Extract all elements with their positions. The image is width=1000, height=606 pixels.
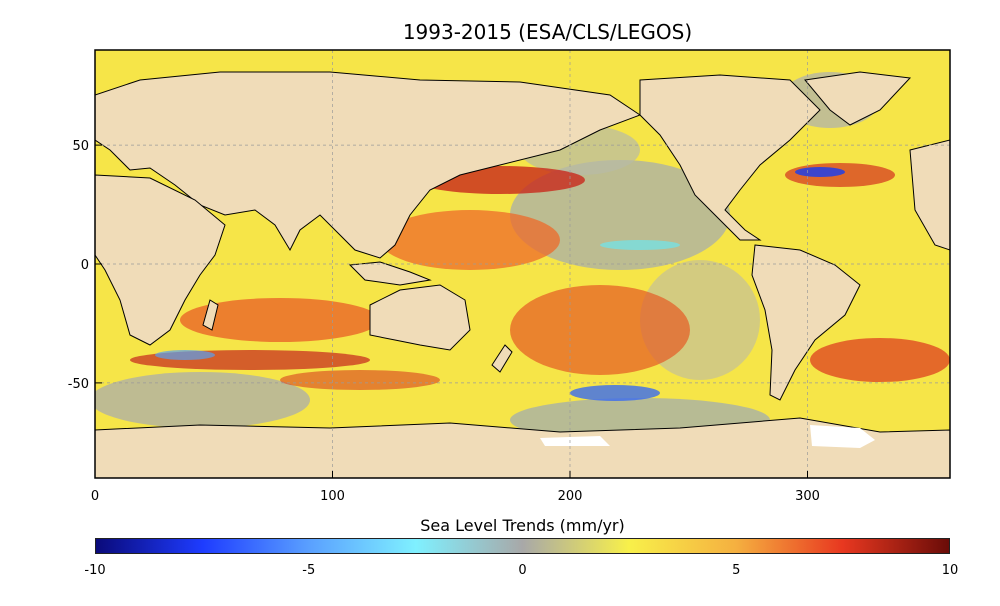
plot-area: [95, 50, 950, 478]
colorbar-label: Sea Level Trends (mm/yr): [420, 516, 625, 535]
south-america-land: [751, 244, 861, 401]
indonesia-land: [348, 261, 432, 286]
map-title: 1993-2015 (ESA/CLS/LEGOS): [402, 20, 693, 44]
ross-no-data: [540, 436, 610, 446]
y-tick-label: -50: [68, 377, 89, 392]
equatorial-pacific-cyan-spot: [600, 240, 680, 250]
madagascar-land: [202, 299, 219, 331]
colorbar: [95, 538, 950, 554]
south-indian-cyan-spot: [155, 350, 215, 360]
x-axis: 0 100 200 300: [91, 471, 820, 504]
weddell-no-data: [810, 425, 875, 448]
south-pacific-blue-spot: [570, 385, 660, 401]
colorbar-tick-label: 0: [518, 563, 527, 578]
y-axis: 50 0 -50: [68, 139, 102, 392]
x-tick-label: 300: [795, 489, 820, 504]
eurasia-land: [95, 71, 642, 259]
antarctica-land: [95, 417, 950, 478]
x-tick-label: 200: [558, 489, 583, 504]
australia-land: [369, 284, 471, 351]
new-zealand-land: [491, 344, 513, 373]
x-tick-label: 0: [91, 489, 99, 504]
south-pacific-high-patch: [510, 285, 690, 375]
south-indian-band-patch: [280, 370, 440, 390]
colorbar-tick-label: 5: [732, 563, 741, 578]
southern-ocean-low-patch: [95, 372, 310, 428]
north-america-land: [639, 74, 821, 241]
y-tick-label: 50: [72, 139, 89, 154]
colorbar-tick-label: 10: [941, 563, 959, 578]
x-tick-label: 100: [320, 489, 345, 504]
colorbar-tick-label: -5: [302, 563, 316, 578]
grid-lines: [95, 50, 950, 478]
west-pacific-high-patch: [380, 210, 560, 270]
africa-land: [95, 174, 226, 346]
colorbar-tick-label: -10: [84, 563, 106, 578]
indian-ocean-high-patch: [180, 298, 380, 342]
north-atlantic-blue-spot: [795, 167, 845, 177]
europe-africa-wrap-land: [909, 139, 950, 251]
land-masses: [95, 71, 950, 478]
y-tick-label: 0: [81, 258, 89, 273]
greenland-land: [804, 71, 912, 126]
south-atlantic-high-patch: [810, 338, 950, 382]
